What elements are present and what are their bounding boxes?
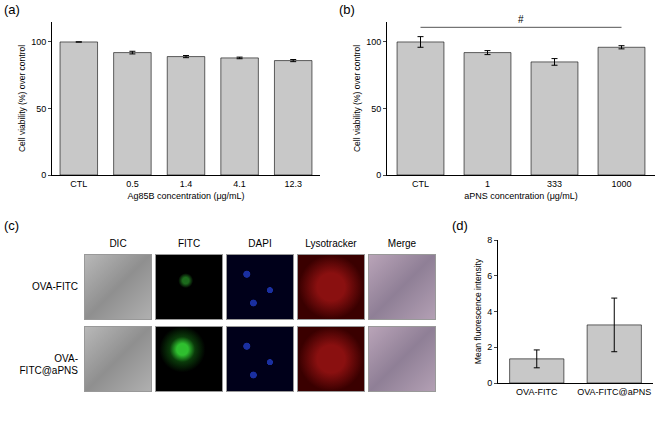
svg-text:OVA-FITC@aPNS: OVA-FITC@aPNS [577, 387, 651, 397]
html-text:Merge: Merge [387, 238, 417, 249]
svg-text:1.4: 1.4 [180, 179, 193, 189]
html-text:FITC: FITC [177, 238, 201, 249]
html-text:Lysotracker: Lysotracker [305, 238, 357, 249]
svg-text:Cell viability (%) over contro: Cell viability (%) over control [17, 45, 27, 152]
html-text:DAPI: DAPI [248, 238, 272, 249]
svg-text:Ag85B concentration (μg/mL): Ag85B concentration (μg/mL) [127, 191, 244, 201]
svg-text:333: 333 [547, 179, 562, 189]
svg-text:#: # [518, 14, 524, 25]
svg-text:0: 0 [41, 170, 46, 180]
svg-text:50: 50 [371, 104, 381, 114]
svg-text:100: 100 [31, 37, 46, 47]
svg-text:2: 2 [487, 342, 492, 352]
html-text:(a): (a) [4, 2, 20, 17]
html-text:(b): (b) [339, 2, 355, 17]
html-text:OVA-FITC: OVA-FITC [32, 281, 78, 292]
svg-text:Mean fluorescence intensity: Mean fluorescence intensity [473, 258, 483, 364]
svg-text:8: 8 [487, 235, 492, 245]
svg-text:1000: 1000 [611, 179, 631, 189]
svg-text:4.1: 4.1 [233, 179, 246, 189]
html-text:DIC: DIC [109, 238, 127, 249]
svg-text:12.3: 12.3 [284, 179, 302, 189]
svg-text:CTL: CTL [412, 179, 429, 189]
svg-text:0: 0 [487, 378, 492, 388]
svg-text:aPNS concentration (μg/mL): aPNS concentration (μg/mL) [464, 191, 578, 201]
svg-text:6: 6 [487, 271, 492, 281]
svg-text:4: 4 [487, 307, 492, 317]
html-text:(d): (d) [452, 218, 468, 233]
svg-text:Cell viability (%) over contro: Cell viability (%) over control [352, 45, 362, 152]
svg-text:100: 100 [366, 37, 381, 47]
svg-text:50: 50 [36, 104, 46, 114]
svg-text:1: 1 [485, 179, 490, 189]
svg-text:0.5: 0.5 [126, 179, 139, 189]
html-text:OVA-FITC@aPNS: OVA-FITC@aPNS [19, 353, 78, 376]
svg-text:0: 0 [376, 170, 381, 180]
svg-text:OVA-FITC: OVA-FITC [516, 387, 558, 397]
svg-text:CTL: CTL [70, 179, 87, 189]
html-text:(c): (c) [4, 218, 20, 233]
